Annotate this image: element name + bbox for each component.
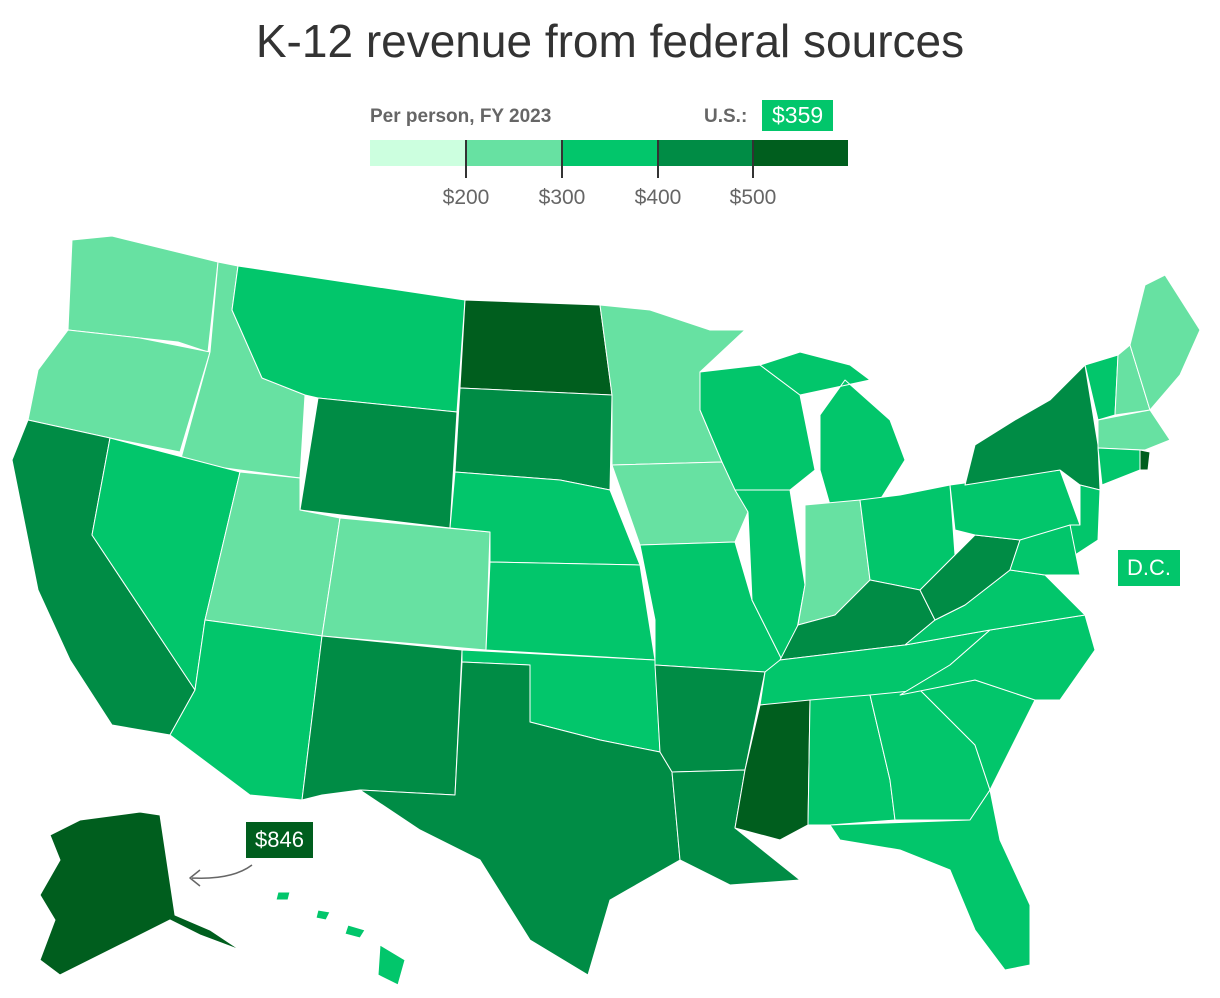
- legend-label: Per person, FY 2023: [370, 106, 552, 127]
- legend-bin-2: [465, 140, 561, 166]
- state-texas: [359, 661, 681, 976]
- state-north-carolina: [899, 614, 1096, 701]
- state-kansas: [485, 561, 656, 661]
- legend-tick: [465, 140, 467, 178]
- state-oregon: [27, 329, 211, 453]
- state-iowa: [611, 461, 749, 546]
- legend-tick: [657, 140, 659, 178]
- legend-bin-5: [753, 140, 848, 166]
- legend-bin-1: [370, 140, 465, 166]
- state-michigan: [759, 351, 906, 506]
- alaska-callout-arrow: [189, 864, 253, 887]
- legend-bin-3: [561, 140, 657, 166]
- color-legend: Per person, FY 2023 U.S.: $359 $200 $300…: [370, 98, 848, 218]
- dc-badge: D.C.: [1118, 550, 1180, 586]
- state-north-dakota: [459, 299, 613, 396]
- state-rhode-island: [1139, 449, 1151, 471]
- state-new-mexico: [301, 635, 463, 801]
- legend-color-bar: [370, 140, 848, 166]
- legend-bin-4: [657, 140, 753, 166]
- legend-tick-label: $500: [729, 186, 777, 209]
- chart-title: K-12 revenue from federal sources: [255, 15, 965, 67]
- legend-tick: [752, 140, 754, 178]
- legend-tick-label: $300: [538, 186, 586, 209]
- legend-tick-label: $200: [442, 186, 490, 209]
- us-choropleth-map: [11, 235, 1201, 986]
- us-average-label: U.S.:: [704, 106, 748, 127]
- state-wyoming: [299, 397, 458, 529]
- state-colorado: [321, 517, 491, 651]
- state-maryland: [1009, 524, 1081, 576]
- state-hawaii: [275, 891, 406, 986]
- state-massachusetts: [1097, 409, 1171, 451]
- legend-tick: [561, 140, 563, 178]
- state-florida: [829, 789, 1031, 971]
- state-alaska: [39, 811, 241, 976]
- state-connecticut: [1097, 447, 1141, 486]
- legend-tick-label: $400: [634, 186, 682, 209]
- us-average-badge: $359: [762, 100, 834, 131]
- alaska-value-badge: $846: [246, 822, 313, 858]
- state-new-york: [964, 364, 1101, 491]
